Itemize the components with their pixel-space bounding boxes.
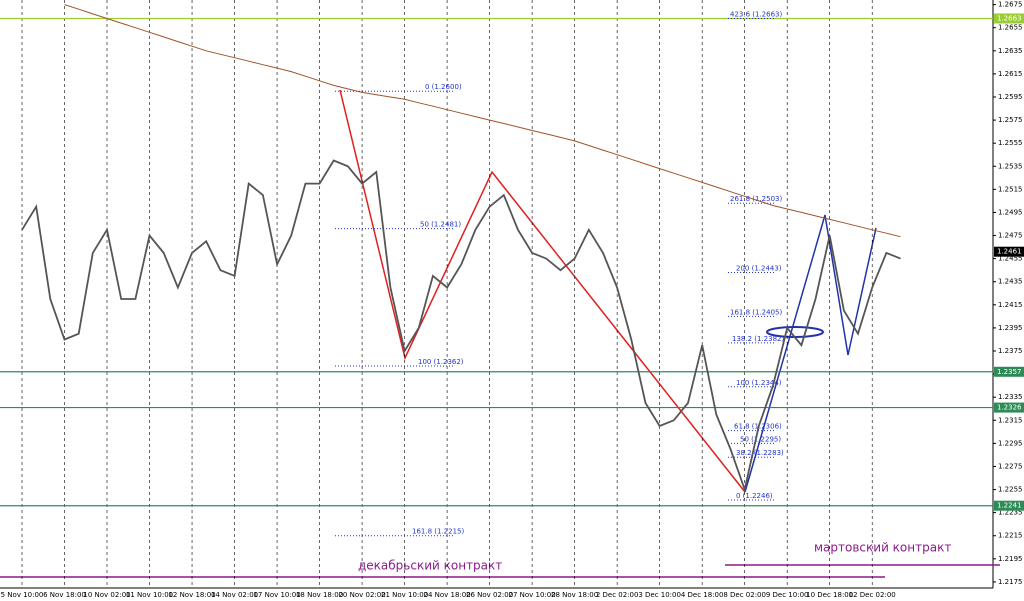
y-tick-label: 1.2595	[998, 93, 1023, 101]
x-tick-label: 3 Dec 10:00	[638, 591, 681, 599]
y-tick-label: 1.2215	[998, 532, 1023, 540]
fib-label: 50 (1.2295)	[740, 435, 781, 443]
x-tick-label: 8 Dec 02:00	[723, 591, 766, 599]
y-tick-label: 1.2295	[998, 439, 1023, 447]
fib-label: 100 (1.2362)	[418, 358, 464, 366]
series-line	[64, 4, 901, 238]
y-tick-label: 1.2175	[998, 578, 1023, 586]
fib-label: 423.6 (1.2663)	[730, 10, 782, 18]
level-label: 1.2357	[997, 368, 1022, 376]
y-tick-label: 1.2255	[998, 486, 1023, 494]
level-label: 1.2326	[997, 404, 1022, 412]
y-tick-label: 1.2275	[998, 462, 1023, 470]
x-tick-label: 10 Dec 18:00	[806, 591, 853, 599]
fib-label: 0 (1.2246)	[736, 492, 773, 500]
fib-label: 200 (1.2443)	[736, 264, 782, 272]
fib-label: 38.2 (1.2283)	[736, 449, 784, 457]
fib-label: 161.8 (1.2215)	[412, 528, 464, 536]
x-tick-label: 28 Nov 18:00	[551, 591, 598, 599]
y-tick-label: 1.2235	[998, 509, 1023, 517]
y-tick-label: 1.2655	[998, 24, 1023, 32]
annotation: декабрьский контракт	[358, 559, 502, 573]
level-box	[994, 402, 1024, 413]
last-price-box	[994, 246, 1024, 257]
y-tick-label: 1.2495	[998, 208, 1023, 216]
fib-label: 100 (1.2344)	[736, 379, 782, 387]
x-tick-label: 10 Nov 02:00	[83, 591, 130, 599]
level-box	[994, 500, 1024, 511]
y-tick-label: 1.2615	[998, 70, 1023, 78]
fib-label: 138.2 (1.2382)	[732, 335, 784, 343]
x-tick-label: 18 Nov 18:00	[296, 591, 343, 599]
y-tick-label: 1.2415	[998, 301, 1023, 309]
x-tick-label: 11 Nov 10:00	[126, 591, 173, 599]
wave-up	[744, 214, 877, 493]
y-tick-label: 1.2455	[998, 255, 1023, 263]
x-tick-label: 6 Nov 18:00	[43, 591, 86, 599]
contract-lines	[0, 564, 1000, 578]
y-tick-label: 1.2315	[998, 416, 1023, 424]
y-tick-label: 1.2475	[998, 232, 1023, 240]
level-box	[994, 366, 1024, 377]
y-tick-label: 1.2375	[998, 347, 1023, 355]
level-box	[994, 13, 1024, 24]
fib-label: 261.8 (1.2503)	[730, 195, 782, 203]
fib-label: 161.8 (1.2405)	[730, 308, 782, 316]
x-tick-label: 17 Nov 10:00	[253, 591, 300, 599]
y-tick-label: 1.2435	[998, 278, 1023, 286]
level-label: 1.2241	[997, 502, 1022, 510]
fib-label: 0 (1.2600)	[425, 83, 462, 91]
x-tick-label: 12 Nov 18:00	[168, 591, 215, 599]
y-tick-label: 1.2575	[998, 116, 1023, 124]
y-tick-label: 1.2635	[998, 47, 1023, 55]
series-line	[21, 159, 901, 493]
x-tick-label: 12 Dec 02:00	[849, 591, 896, 599]
x-tick-label: 24 Nov 18:00	[423, 591, 470, 599]
x-tick-label: 14 Nov 02:00	[211, 591, 258, 599]
red-waves	[339, 89, 746, 493]
y-tick-label: 1.2395	[998, 324, 1023, 332]
x-tick-label: 5 Nov 10:00	[1, 591, 44, 599]
y-tick-label: 1.2335	[998, 393, 1023, 401]
y-tick-label: 1.2515	[998, 185, 1023, 193]
y-tick-label: 1.2535	[998, 162, 1023, 170]
x-tick-label: 27 Nov 10:00	[509, 591, 556, 599]
wave-down	[339, 89, 746, 493]
y-tick-label: 1.2555	[998, 139, 1023, 147]
x-tick-label: 4 Dec 18:00	[681, 591, 724, 599]
x-tick-label: 2 Dec 02:00	[596, 591, 639, 599]
fib-label: 50 (1.2481)	[420, 221, 461, 229]
y-tick-label: 1.2675	[998, 1, 1023, 9]
annotation: мартовский контракт	[814, 541, 951, 555]
last-price-label: 1.2461	[997, 248, 1022, 256]
y-tick-label: 1.2195	[998, 555, 1023, 563]
level-label: 1.2663	[997, 14, 1022, 22]
x-tick-label: 20 Nov 02:00	[338, 591, 385, 599]
x-tick-label: 9 Dec 10:00	[766, 591, 809, 599]
x-tick-label: 26 Nov 02:00	[466, 591, 513, 599]
x-tick-label: 21 Nov 10:00	[381, 591, 428, 599]
